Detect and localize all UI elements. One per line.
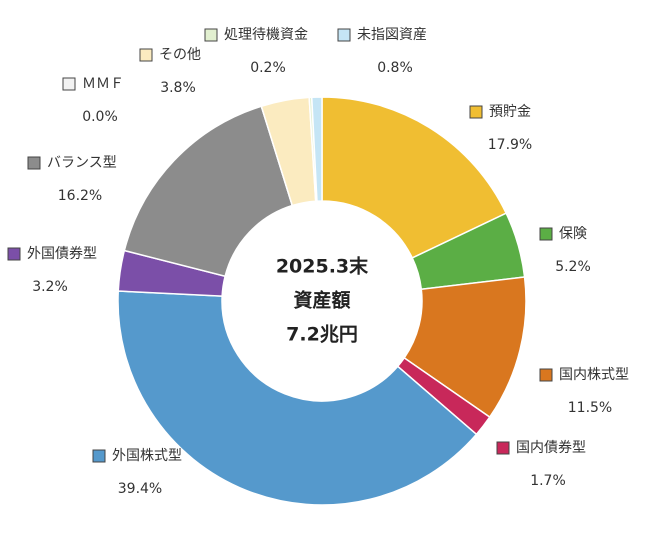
legend-swatch <box>62 77 76 91</box>
donut-slice <box>123 105 294 278</box>
value-label: 3.2% <box>32 279 68 295</box>
center-label: 資産額 <box>293 289 350 312</box>
value-label: 17.9% <box>488 137 532 153</box>
legend-swatch <box>469 105 483 119</box>
legend-swatch <box>337 28 351 42</box>
value-label: 16.2% <box>58 188 102 204</box>
legend-swatch <box>204 28 218 42</box>
legend-label: ＭＭＦ <box>82 76 124 92</box>
legend-label: 未指図資産 <box>357 27 427 43</box>
value-label: 11.5% <box>568 400 612 416</box>
legend-label: 外国株式型 <box>112 448 182 464</box>
legend-swatch <box>7 247 21 261</box>
legend-swatch <box>139 48 153 62</box>
value-label: 1.7% <box>530 473 566 489</box>
legend-swatch <box>539 368 553 382</box>
legend-label: 国内株式型 <box>559 367 629 383</box>
legend-swatch <box>539 227 553 241</box>
legend-label: 外国債券型 <box>27 246 97 262</box>
legend-label: 保険 <box>559 226 587 242</box>
legend-swatch <box>27 156 41 170</box>
legend-label: 処理待機資金 <box>224 27 308 43</box>
value-label: 39.4% <box>118 481 162 497</box>
donut-slice <box>310 96 323 202</box>
value-label: 0.0% <box>82 109 118 125</box>
value-label: 0.2% <box>250 60 286 76</box>
value-label: 5.2% <box>555 259 591 275</box>
legend-swatch <box>92 449 106 463</box>
legend-label: その他 <box>159 47 201 63</box>
donut-slice <box>321 96 508 259</box>
legend-label: バランス型 <box>47 155 117 171</box>
legend-label: 預貯金 <box>489 104 531 120</box>
legend-swatch <box>496 441 510 455</box>
value-label: 0.8% <box>377 60 413 76</box>
center-label: 2025.3末 <box>276 255 369 278</box>
value-label: 3.8% <box>160 80 196 96</box>
donut-slice <box>117 290 478 506</box>
center-label: 7.2兆円 <box>286 324 358 346</box>
legend-label: 国内債券型 <box>516 440 586 456</box>
